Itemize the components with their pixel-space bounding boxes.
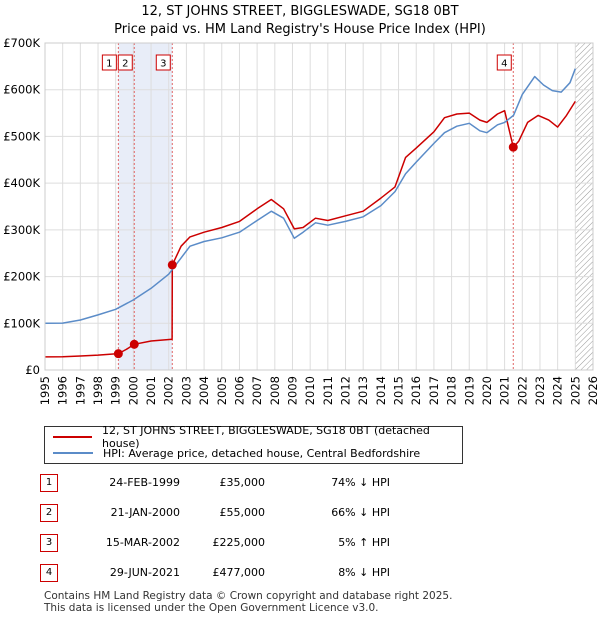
sale-date: 29-JUN-2021 [109, 566, 180, 579]
x-tick-label: 2021 [498, 376, 512, 405]
sale-label-number: 3 [160, 59, 166, 70]
sale-price: £225,000 [212, 536, 266, 549]
footer: Contains HM Land Registry data © Crown c… [44, 590, 452, 614]
sale-label-box [496, 54, 512, 71]
x-tick-label: 1998 [91, 376, 105, 405]
x-tick-label: 2010 [303, 376, 317, 405]
y-tick-label: £400K [3, 176, 40, 190]
footer-copyright: Contains HM Land Registry data © Crown c… [44, 590, 453, 602]
x-tick-label: 1995 [38, 376, 52, 405]
x-tick-label: 2014 [374, 376, 388, 405]
x-tick-label: 2002 [162, 376, 176, 405]
plot-frame [44, 42, 594, 371]
shaded-ownership-region [118, 43, 173, 370]
x-tick-label: 2017 [427, 376, 441, 405]
x-tick-label: 2007 [250, 376, 264, 405]
x-tick-label: 2012 [339, 376, 353, 405]
sale-point [508, 142, 518, 152]
sale-label-box [101, 54, 117, 71]
sale-hpi-diff: 74% ↓ HPI [331, 476, 390, 489]
legend-label-hpi: HPI: Average price, detached house, Cent… [103, 446, 421, 460]
sale-number-badge: 2 [40, 504, 58, 522]
legend-item-property: 12, ST JOHNS STREET, BIGGLESWADE, SG18 0… [53, 424, 462, 450]
table-row: 1 24-FEB-1999 £35,000 74% ↓ HPI [40, 474, 560, 494]
chart-subtitle: Price paid vs. HM Land Registry's House … [114, 22, 486, 37]
x-tick-label: 2020 [480, 376, 494, 405]
hpi-line [44, 68, 577, 325]
y-tick-label: £300K [3, 223, 40, 237]
x-tick-label: 2025 [568, 376, 582, 405]
x-tick-label: 2003 [179, 376, 193, 405]
sale-label-number: 2 [122, 59, 128, 70]
x-tick-label: 1996 [56, 376, 70, 405]
y-tick-label: £0 [25, 363, 40, 377]
sale-price: £55,000 [219, 506, 266, 519]
x-tick-label: 2011 [321, 376, 335, 405]
chart-title: 12, ST JOHNS STREET, BIGGLESWADE, SG18 0… [141, 4, 459, 19]
x-tick-label: 2022 [515, 376, 529, 405]
sale-number-badge: 3 [40, 534, 58, 552]
sale-number-badge: 1 [40, 474, 58, 492]
sale-price: £35,000 [219, 476, 266, 489]
sale-label-box [155, 54, 171, 71]
legend: 12, ST JOHNS STREET, BIGGLESWADE, SG18 0… [44, 424, 463, 464]
legend-swatch-hpi [53, 452, 93, 454]
x-tick-label: 2018 [445, 376, 459, 405]
sale-hpi-diff: 8% ↓ HPI [338, 566, 390, 579]
x-tick-label: 2006 [232, 376, 246, 405]
x-tick-label: 2009 [285, 376, 299, 405]
sale-label-number: 4 [501, 59, 507, 70]
sale-hpi-diff: 5% ↑ HPI [338, 536, 390, 549]
property-price-line [44, 101, 576, 358]
legend-label-property: 12, ST JOHNS STREET, BIGGLESWADE, SG18 0… [102, 424, 430, 450]
x-tick-label: 2001 [144, 376, 158, 405]
y-tick-label: £600K [3, 83, 40, 97]
y-tick-label: £500K [3, 129, 40, 143]
sale-point [129, 339, 139, 349]
x-tick-label: 2016 [409, 376, 423, 405]
sale-date: 24-FEB-1999 [109, 476, 180, 489]
footer-licence: This data is licensed under the Open Gov… [44, 602, 379, 614]
y-tick-label: £100K [3, 316, 40, 330]
sale-number-badge: 4 [40, 564, 58, 582]
x-tick-label: 2004 [197, 376, 211, 405]
future-hatch-region [575, 43, 593, 370]
sale-point [167, 260, 177, 270]
sale-hpi-diff: 66% ↓ HPI [331, 506, 390, 519]
x-tick-label: 2026 [586, 376, 600, 405]
table-row: 3 15-MAR-2002 £225,000 5% ↑ HPI [40, 534, 560, 554]
y-tick-label: £700K [3, 36, 40, 50]
sale-date: 21-JAN-2000 [110, 506, 180, 519]
table-row: 2 21-JAN-2000 £55,000 66% ↓ HPI [40, 504, 560, 524]
x-tick-label: 2000 [126, 376, 140, 405]
x-tick-label: 2008 [268, 376, 282, 405]
sale-label-box [117, 54, 133, 71]
sale-price: £477,000 [212, 566, 266, 579]
x-tick-label: 2013 [356, 376, 370, 405]
price-chart: 1 2 3 4 £0 £100K £200K £300K £400K £500K £600K £700… [3, 36, 600, 405]
y-tick-label: £200K [3, 270, 40, 284]
x-tick-label: 1997 [73, 376, 87, 405]
x-tick-label: 2024 [551, 376, 565, 405]
x-tick-label: 2019 [462, 376, 476, 405]
x-tick-label: 1999 [109, 376, 123, 405]
x-tick-label: 2023 [533, 376, 547, 405]
sale-date: 15-MAR-2002 [105, 536, 180, 549]
legend-item-hpi: HPI: Average price, detached house, Cent… [53, 445, 420, 461]
x-tick-label: 2015 [392, 376, 406, 405]
table-row: 4 29-JUN-2021 £477,000 8% ↓ HPI [40, 564, 560, 584]
sale-label-number: 1 [106, 59, 112, 70]
legend-swatch-property [53, 436, 93, 438]
sale-point [113, 349, 123, 359]
x-tick-label: 2005 [215, 376, 229, 405]
